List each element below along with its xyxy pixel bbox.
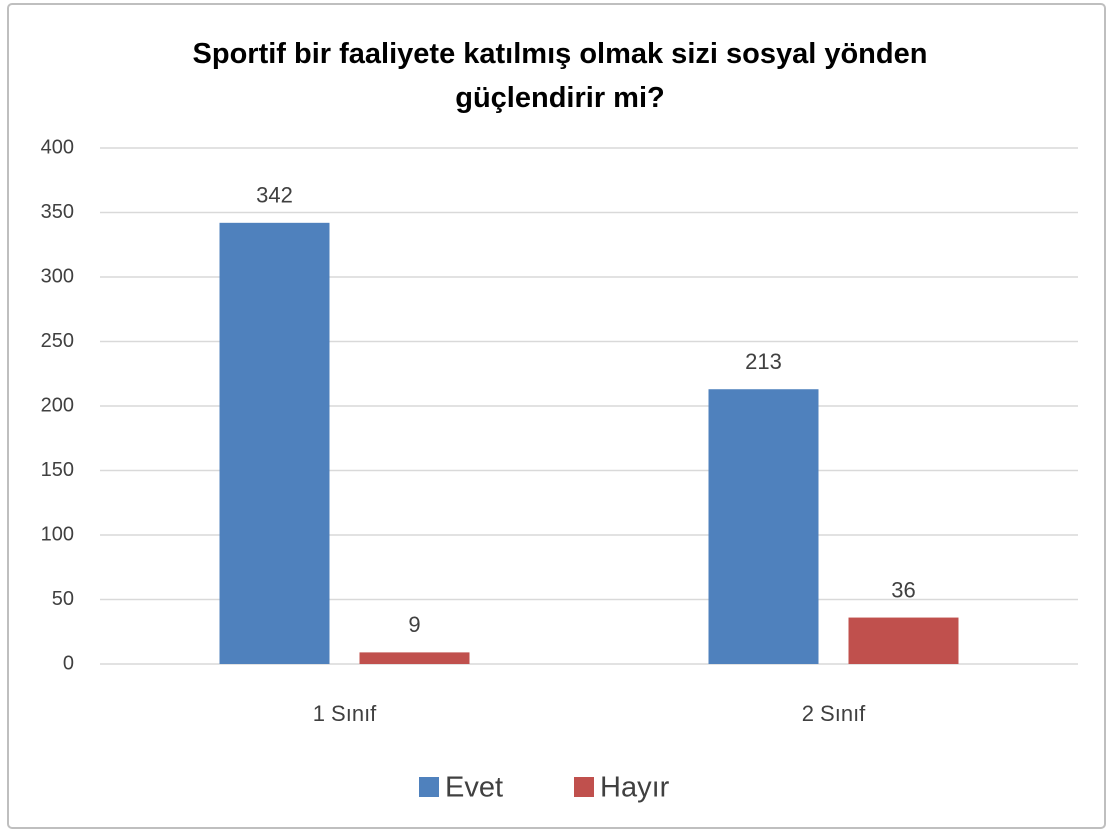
legend-swatch [574,777,594,797]
legend-label: Hayır [600,772,670,804]
y-tick-label: 100 [41,523,74,545]
chart-border [7,3,1106,829]
y-tick-label: 150 [41,459,74,481]
data-label: 342 [256,183,293,208]
bar [848,617,959,664]
legend-label: Evet [445,772,503,804]
bar [359,652,470,664]
x-tick-label: 2 Sınıf [802,701,866,726]
data-label: 9 [408,612,420,637]
bar [219,222,330,664]
x-tick-label: 1 Sınıf [313,701,377,726]
legend-swatch [419,777,439,797]
y-tick-label: 400 [41,136,74,158]
bar [708,389,819,664]
y-tick-label: 300 [41,265,74,287]
data-label: 213 [745,349,782,374]
y-tick-label: 350 [41,201,74,223]
y-tick-label: 200 [41,394,74,416]
chart-title: Sportif bir faaliyete katılmış olmak siz… [192,38,928,114]
y-tick-label: 250 [41,330,74,352]
y-tick-label: 0 [63,652,74,674]
y-tick-label: 50 [52,588,74,610]
data-label: 36 [891,577,915,602]
